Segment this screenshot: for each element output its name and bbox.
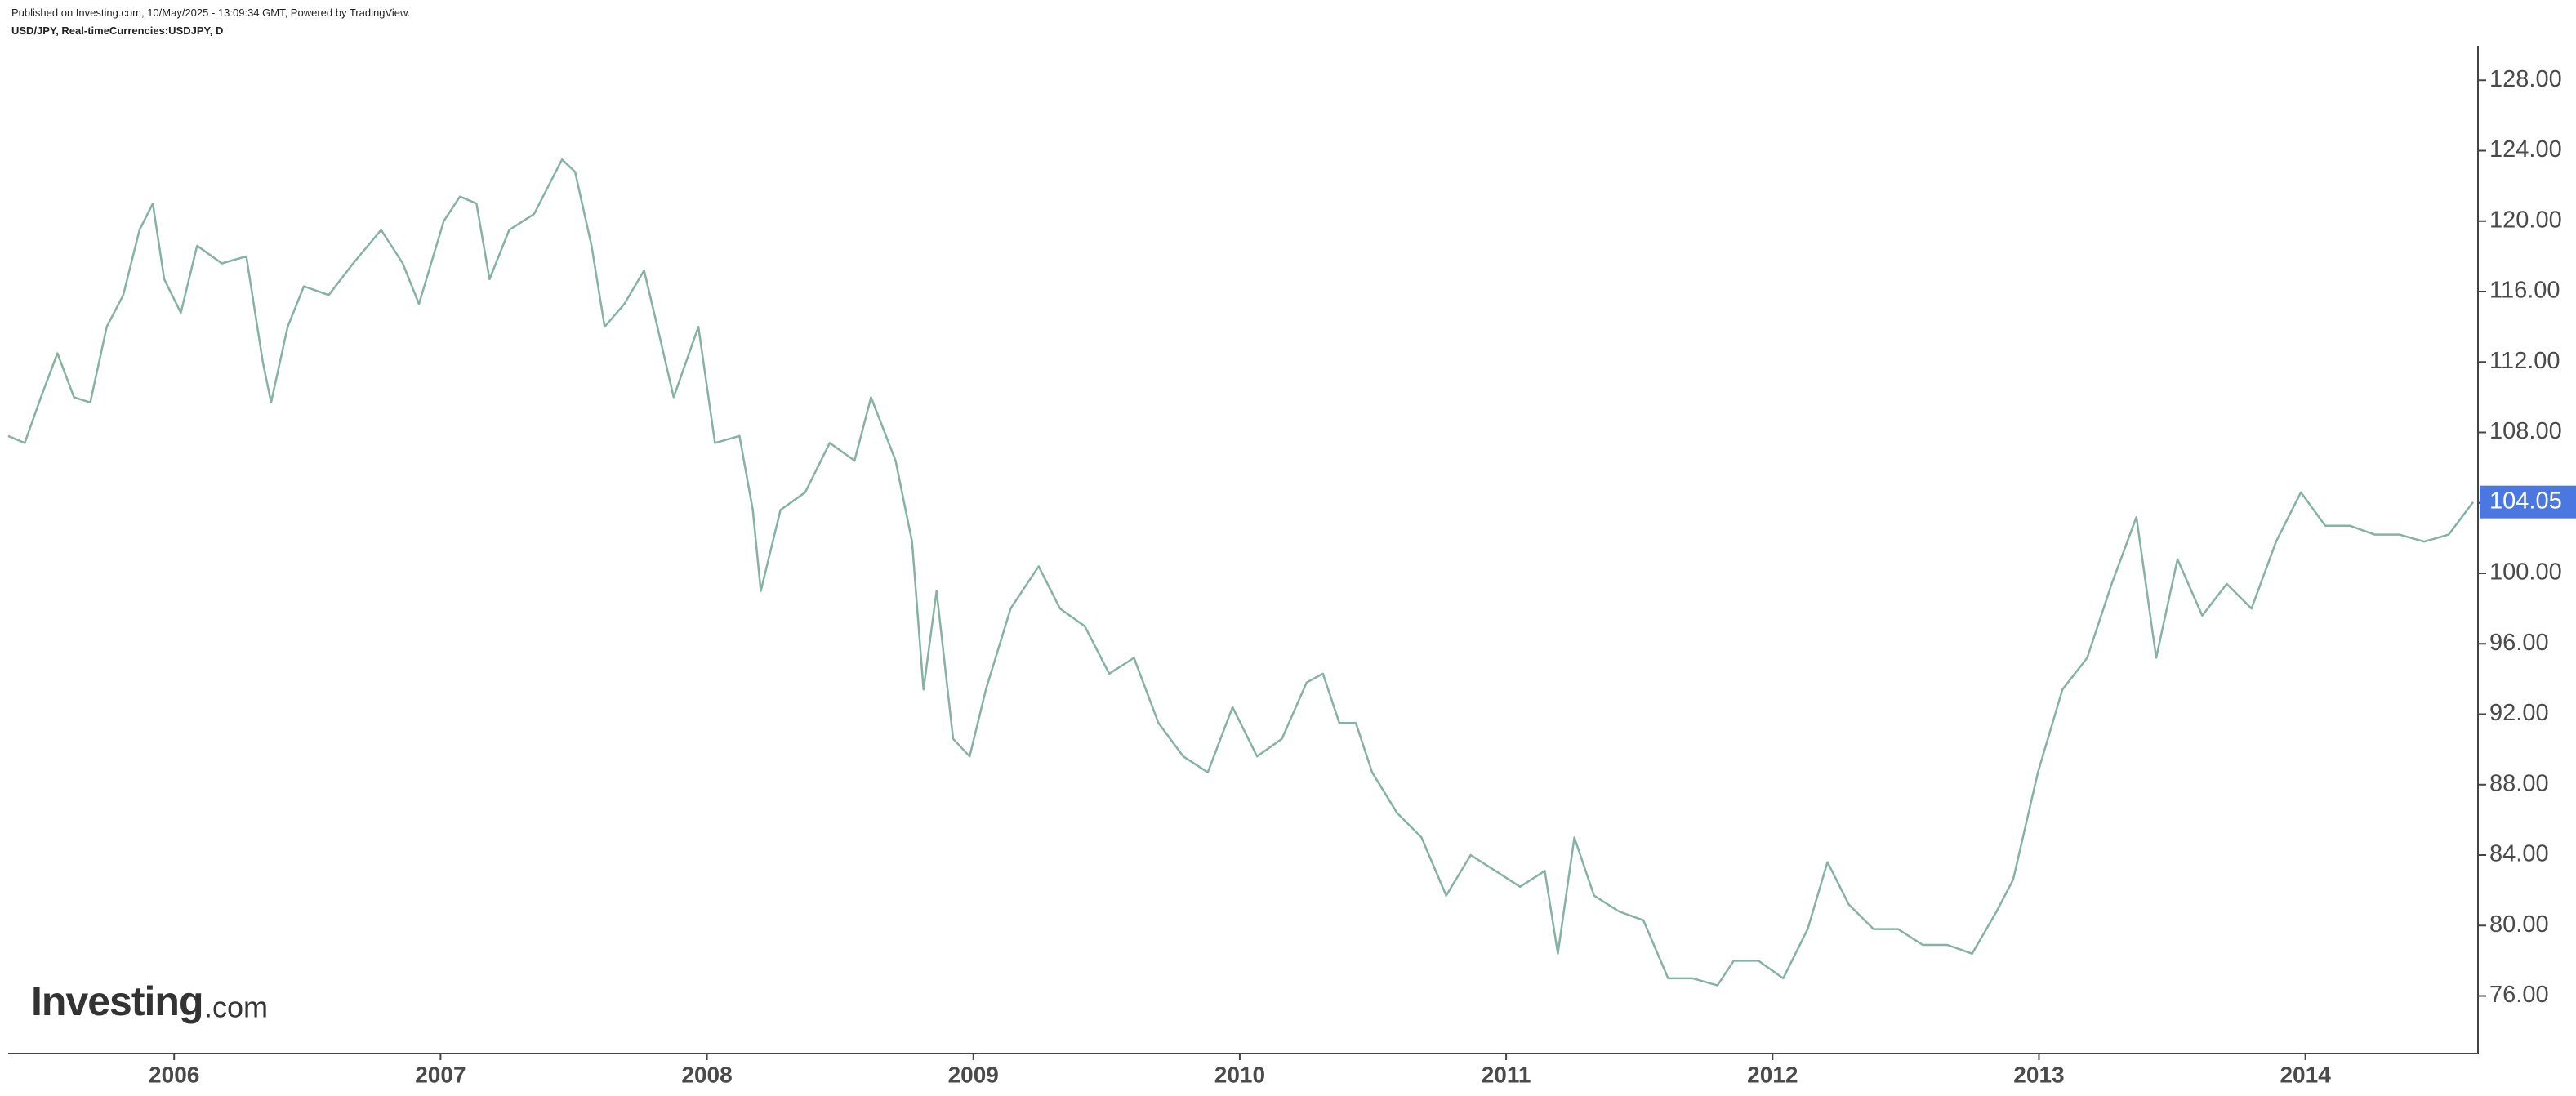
y-tick-label: 80.00	[2489, 911, 2549, 938]
y-tick-label: 128.00	[2489, 66, 2562, 92]
x-tick-label: 2014	[2280, 1062, 2331, 1087]
x-tick-label: 2007	[415, 1062, 466, 1087]
y-tick-label: 88.00	[2489, 770, 2549, 796]
y-tick-label: 92.00	[2489, 700, 2549, 726]
x-tick-label: 2009	[948, 1062, 999, 1087]
published-note: Published on Investing.com, 10/May/2025 …	[11, 7, 410, 19]
x-tick-label: 2008	[681, 1062, 732, 1087]
y-tick-label: 124.00	[2489, 136, 2562, 163]
y-tick-label: 84.00	[2489, 841, 2549, 867]
y-tick-label: 76.00	[2489, 982, 2549, 1008]
symbol-label: USD/JPY, Real-timeCurrencies:USDJPY, D	[11, 25, 223, 37]
y-tick-label: 100.00	[2489, 559, 2562, 586]
logo-brand: Investing	[31, 978, 203, 1024]
y-tick-label: 112.00	[2489, 348, 2560, 374]
y-tick-label: 120.00	[2489, 207, 2562, 233]
last-price-box	[2480, 485, 2576, 519]
x-tick-label: 2012	[1747, 1062, 1798, 1087]
x-tick-label: 2013	[2013, 1062, 2064, 1087]
x-tick-label: 2011	[1482, 1062, 1531, 1087]
x-tick-label: 2010	[1214, 1062, 1265, 1087]
last-price-label: 104.05	[2489, 488, 2562, 514]
price-line	[7, 158, 2475, 987]
logo-suffix: .com	[204, 991, 268, 1024]
y-tick-label: 96.00	[2489, 630, 2549, 656]
x-tick-label: 2006	[149, 1062, 199, 1087]
y-tick-label: 116.00	[2489, 278, 2560, 304]
y-tick-label: 108.00	[2489, 418, 2562, 444]
